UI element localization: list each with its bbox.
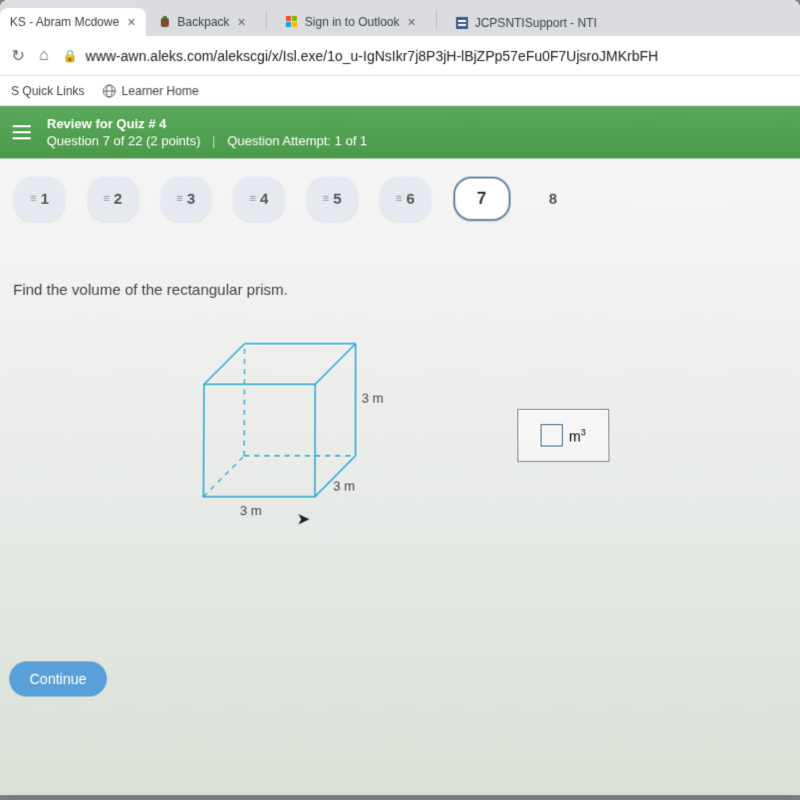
qnav-7-current[interactable]: 7 — [453, 177, 511, 221]
dim-width: 3 m — [240, 503, 262, 518]
question-nav: ≡1 ≡2 ≡3 ≡4 ≡5 ≡6 7 8 — [14, 177, 786, 221]
url-text[interactable]: www-awn.aleks.com/alekscgi/x/Isl.exe/1o_… — [86, 47, 659, 63]
qnav-3[interactable]: ≡3 — [160, 177, 211, 221]
content-area: ≡1 ≡2 ≡3 ≡4 ≡5 ≡6 7 8 Find the volume of… — [0, 158, 800, 795]
answer-input[interactable] — [541, 424, 563, 446]
close-icon[interactable]: × — [237, 14, 245, 30]
question-points: (2 points) — [146, 133, 200, 148]
qnav-4[interactable]: ≡4 — [233, 177, 284, 221]
quiz-subtitle: Question 7 of 22 (2 points) | Question A… — [47, 133, 368, 148]
bookmark-label: S Quick Links — [11, 84, 85, 98]
dim-depth: 3 m — [333, 478, 355, 493]
bookmark-label: Learner Home — [122, 84, 199, 98]
microsoft-icon — [285, 15, 299, 29]
qnav-5[interactable]: ≡5 — [307, 177, 358, 221]
answer-box: m3 — [517, 409, 609, 462]
question-count: Question 7 of 22 — [47, 133, 143, 148]
tab-separator — [436, 11, 437, 29]
home-icon[interactable]: ⌂ — [39, 46, 49, 64]
tab-label: JCPSNTISupport - NTI — [475, 16, 597, 30]
answer-unit: m3 — [569, 427, 586, 444]
tab-backpack[interactable]: Backpack × — [147, 8, 255, 36]
close-icon[interactable]: × — [408, 14, 416, 30]
site-icon — [455, 16, 469, 30]
tab-jcps[interactable]: JCPSNTISupport - NTI — [445, 10, 607, 36]
tab-separator — [266, 11, 267, 29]
globe-icon — [103, 84, 117, 98]
dim-height: 3 m — [362, 390, 384, 405]
tab-label: Backpack — [177, 15, 229, 29]
bookmark-quick-links[interactable]: S Quick Links — [11, 84, 85, 98]
browser-tabs: KS - Abram Mcdowe × Backpack × Sign in t… — [0, 0, 800, 36]
tab-label: Sign in to Outlook — [305, 15, 400, 29]
qnav-1[interactable]: ≡1 — [14, 177, 65, 221]
continue-button[interactable]: Continue — [9, 661, 107, 696]
quiz-header: Review for Quiz # 4 Question 7 of 22 (2 … — [0, 106, 800, 158]
bookmark-learner-home[interactable]: Learner Home — [103, 84, 199, 98]
qnav-2[interactable]: ≡2 — [87, 177, 138, 221]
tab-aleks[interactable]: KS - Abram Mcdowe × — [0, 8, 146, 36]
lock-icon: 🔒 — [63, 48, 78, 62]
backpack-icon — [157, 15, 171, 29]
qnav-6[interactable]: ≡6 — [380, 177, 431, 221]
question-attempt: Question Attempt: 1 of 1 — [227, 133, 367, 148]
bookmarks-bar: S Quick Links Learner Home — [0, 76, 800, 106]
qnav-8[interactable]: 8 — [533, 177, 574, 221]
tab-label: KS - Abram Mcdowe — [10, 15, 120, 29]
quiz-title: Review for Quiz # 4 — [47, 116, 367, 131]
rectangular-prism-figure: 3 m 3 m 3 m ➤ — [173, 333, 396, 537]
close-icon[interactable]: × — [127, 14, 135, 30]
question-prompt: Find the volume of the rectangular prism… — [13, 282, 787, 299]
reload-icon[interactable]: ↻ — [11, 45, 25, 65]
address-bar: ↻ ⌂ 🔒 www-awn.aleks.com/alekscgi/x/Isl.e… — [0, 36, 800, 76]
cursor-icon: ➤ — [297, 509, 311, 530]
divider: | — [212, 133, 215, 148]
tab-outlook[interactable]: Sign in to Outlook × — [275, 8, 426, 36]
menu-icon[interactable] — [13, 123, 31, 141]
